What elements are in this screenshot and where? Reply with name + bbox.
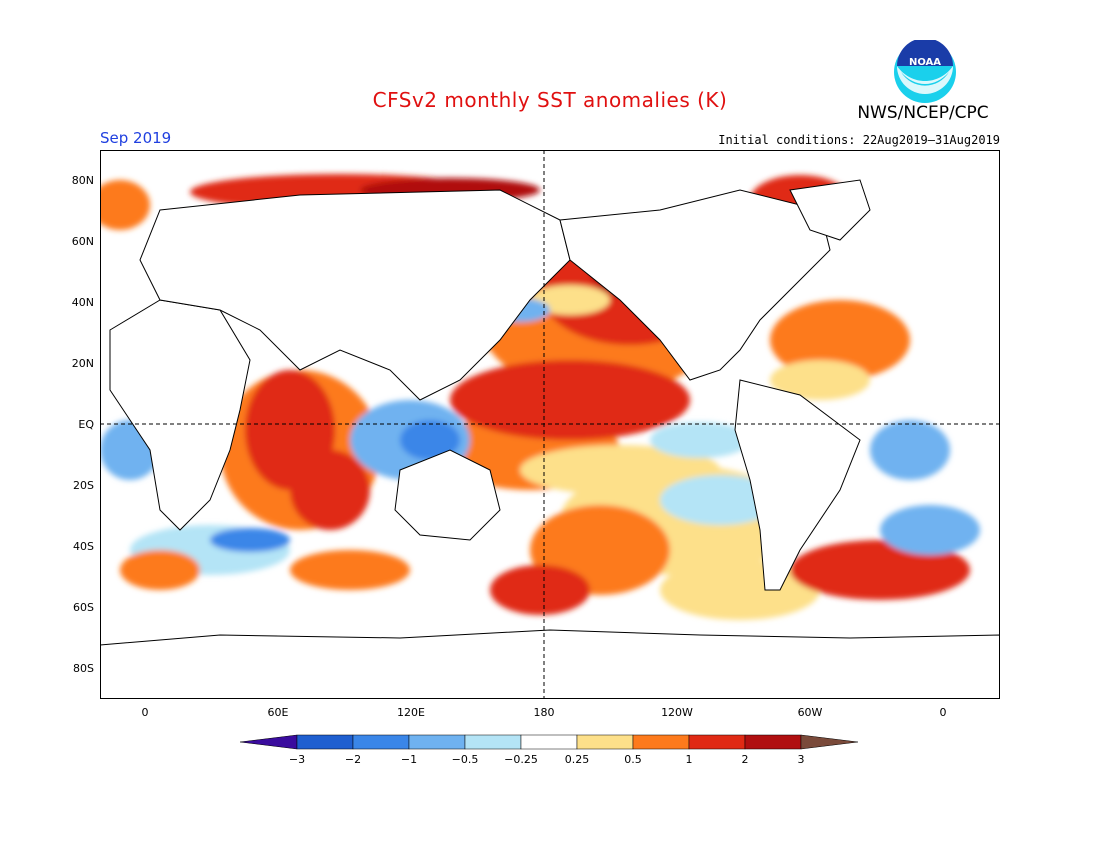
- colorbar-tick-label: 1: [686, 753, 693, 766]
- color-bar: −3 −2 −1 −0.5 −0.25 0.25 0.5 1 2 3: [240, 734, 859, 766]
- lat-label-80s: 80S: [73, 662, 94, 675]
- agency-label: NWS/NCEP/CPC: [857, 103, 989, 123]
- colorbar-box: [576, 734, 634, 750]
- lat-label-20n: 20N: [71, 357, 94, 370]
- lat-label-40s: 40S: [73, 540, 94, 553]
- lon-label-180: 180: [533, 706, 555, 719]
- colorbar-box: [464, 734, 522, 750]
- colorbar-arrow-low: [240, 734, 298, 750]
- lat-label-40n: 40N: [71, 296, 94, 309]
- colorbar-tick-label: 3: [798, 753, 805, 766]
- colorbar-box: [520, 734, 578, 750]
- colorbar-box: [632, 734, 690, 750]
- sst-anomaly-map: [100, 150, 1000, 699]
- lat-label-60n: 60N: [71, 235, 94, 248]
- lat-label-eq: EQ: [78, 418, 94, 431]
- lat-label-20s: 20S: [73, 479, 94, 492]
- map-title: CFSv2 monthly SST anomalies (K): [372, 88, 728, 112]
- lat-label-80n: 80N: [71, 174, 94, 187]
- lon-label-0-east: 0: [939, 706, 947, 719]
- colorbar-box: [688, 734, 746, 750]
- colorbar-tick-label: 0.5: [624, 753, 642, 766]
- colorbar-tick-label: 2: [742, 753, 749, 766]
- lon-label-60e: 60E: [267, 706, 289, 719]
- forecast-month: Sep 2019: [100, 129, 172, 147]
- coastlines: [100, 179, 1000, 699]
- lat-label-60s: 60S: [73, 601, 94, 614]
- colorbar-box: [352, 734, 410, 750]
- logo-text: NOAA: [909, 57, 941, 68]
- colorbar-arrow-high: [800, 734, 859, 750]
- lon-label-120e: 120E: [397, 706, 425, 719]
- colorbar-tick-label: −0.25: [504, 753, 538, 766]
- colorbar-box: [296, 734, 354, 750]
- colorbar-box: [408, 734, 466, 750]
- noaa-logo: NOAA: [894, 40, 956, 103]
- initial-conditions: Initial conditions: 22Aug2019–31Aug2019: [718, 133, 1000, 147]
- colorbar-tick-label: −0.5: [452, 753, 479, 766]
- colorbar-tick-label: −3: [289, 753, 305, 766]
- colorbar-tick-label: −2: [345, 753, 361, 766]
- lon-label-0: 0: [141, 706, 149, 719]
- colorbar-tick-label: 0.25: [565, 753, 590, 766]
- lon-label-120w: 120W: [661, 706, 693, 719]
- colorbar-box: [744, 734, 802, 750]
- lon-label-60w: 60W: [797, 706, 823, 719]
- colorbar-tick-label: −1: [401, 753, 417, 766]
